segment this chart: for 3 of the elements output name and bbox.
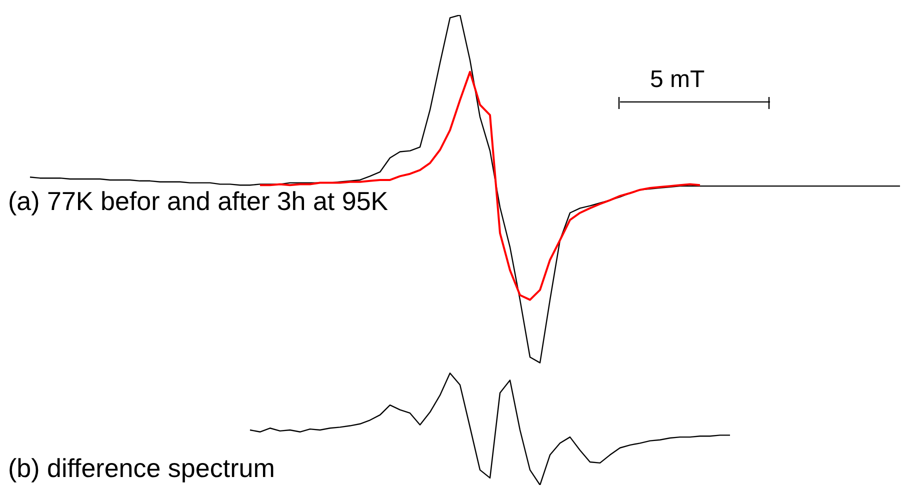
- annotation: 5 mT: [650, 66, 705, 94]
- annotation: (a) 77K befor and after 3h at 95K: [8, 186, 388, 216]
- annotation: (b) difference spectrum: [8, 453, 275, 483]
